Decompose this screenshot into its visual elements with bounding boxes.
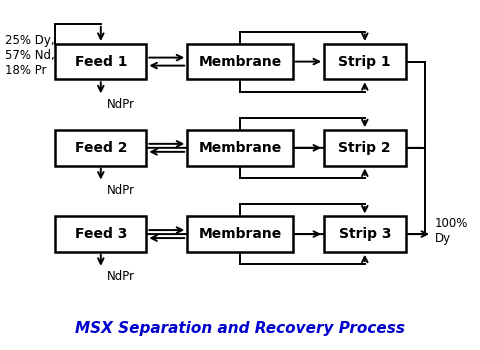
Bar [55,44,146,79]
Text: NdPr: NdPr [107,98,134,111]
Text: NdPr: NdPr [107,184,134,197]
Text: Strip 3: Strip 3 [338,227,391,241]
Text: Strip 1: Strip 1 [338,55,391,69]
Text: Membrane: Membrane [198,55,282,69]
Bar [55,130,146,166]
Text: Membrane: Membrane [198,141,282,155]
Text: Feed 1: Feed 1 [74,55,127,69]
Text: 100%
Dy: 100% Dy [434,217,468,245]
Bar [324,44,406,79]
Text: Feed 3: Feed 3 [74,227,127,241]
Bar [324,130,406,166]
Bar [187,44,293,79]
Text: Strip 2: Strip 2 [338,141,391,155]
Bar [324,216,406,252]
Bar [55,216,146,252]
Bar [187,216,293,252]
Text: 25% Dy,
57% Nd,
18% Pr: 25% Dy, 57% Nd, 18% Pr [5,34,55,77]
Text: MSX Separation and Recovery Process: MSX Separation and Recovery Process [75,322,405,336]
Text: Membrane: Membrane [198,227,282,241]
Text: Feed 2: Feed 2 [74,141,127,155]
Text: NdPr: NdPr [107,270,134,283]
Bar [187,130,293,166]
